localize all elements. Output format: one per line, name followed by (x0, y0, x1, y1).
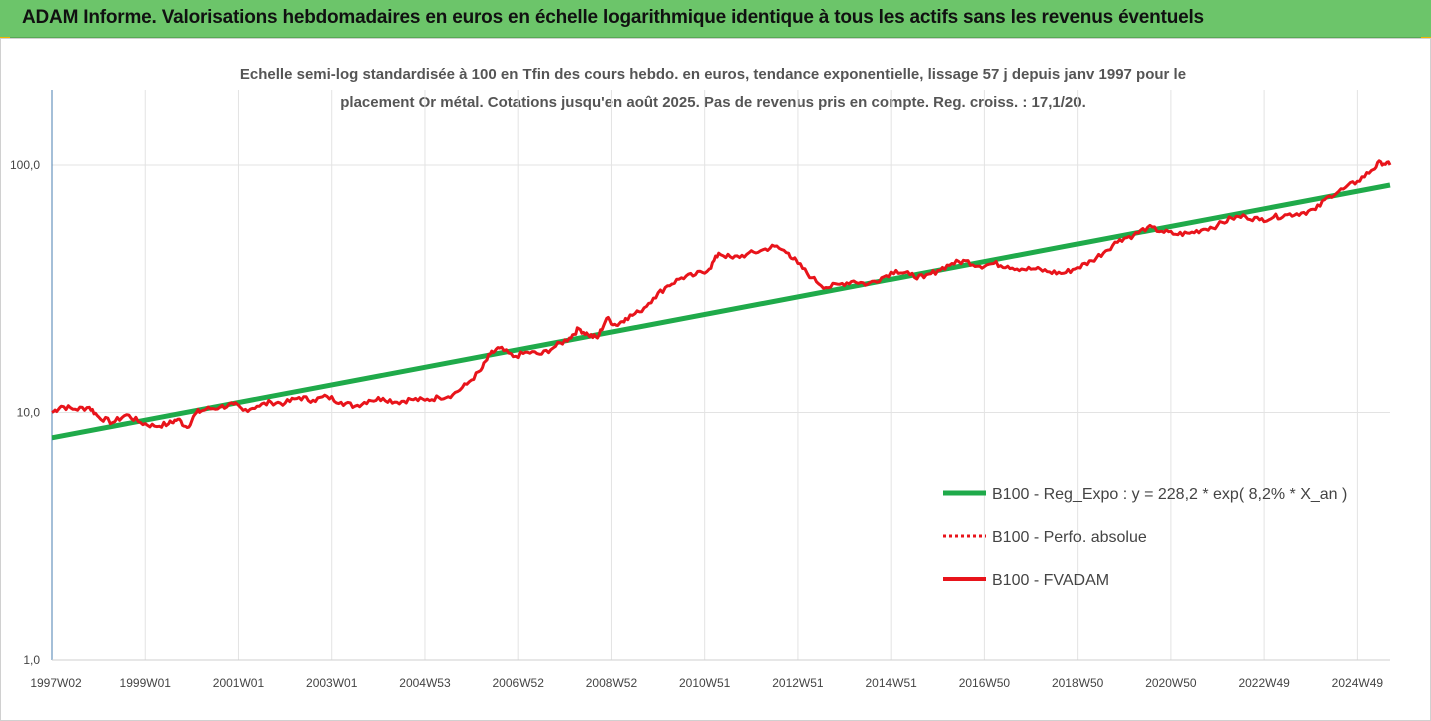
x-tick-label: 2012W51 (772, 676, 824, 690)
legend: B100 - Reg_Expo : y = 228,2 * exp( 8,2% … (943, 486, 1347, 589)
regression-line (51, 182, 1391, 441)
legend-entry-regression-label: B100 - Reg_Expo : y = 228,2 * exp( 8,2% … (992, 486, 1347, 503)
x-tick-label: 2016W50 (959, 676, 1011, 690)
title-bar: ADAM Informe. Valorisations hebdomadaire… (0, 0, 1431, 38)
legend-entry-perfo-absolue-label: B100 - Perfo. absolue (992, 529, 1147, 546)
chart-subtitle-line-1: Echelle semi-log standardisée à 100 en T… (240, 66, 1186, 83)
y-tick-label: 100,0 (10, 158, 40, 172)
x-tick-label: 2010W51 (679, 676, 731, 690)
chart-subtitle-line-2: placement Or métal. Cotations jusqu'en a… (340, 94, 1086, 111)
x-tick-label: 2014W51 (865, 676, 917, 690)
x-tick-label: 2004W53 (399, 676, 451, 690)
x-tick-label: 2006W52 (493, 676, 545, 690)
plot-area (51, 159, 1392, 441)
x-tick-label: 1999W01 (120, 676, 172, 690)
chart-frame (0, 38, 1431, 721)
x-tick-label: 2018W50 (1052, 676, 1104, 690)
legend-entry-fvadam-label: B100 - FVADAM (992, 572, 1109, 589)
axes (51, 90, 1390, 661)
page-title: ADAM Informe. Valorisations hebdomadaire… (22, 7, 1204, 28)
x-tick-label: 2022W49 (1238, 676, 1290, 690)
x-tick-label: 2001W01 (213, 676, 265, 690)
y-tick-label: 1,0 (23, 653, 40, 667)
fvadam-line (51, 159, 1392, 429)
tick-labels: 1997W02 1999W01 2001W01 2003W01 2004W53 2006W… (10, 158, 1383, 690)
x-tick-label: 2008W52 (586, 676, 638, 690)
x-tick-label: 1997W02 (30, 676, 82, 690)
x-tick-label: 2024W49 (1332, 676, 1384, 690)
y-tick-label: 10,0 (17, 406, 41, 420)
x-tick-label: 2003W01 (306, 676, 358, 690)
chart: Echelle semi-log standardisée à 100 en T… (0, 38, 1431, 721)
x-tick-label: 2020W50 (1145, 676, 1197, 690)
grid (52, 90, 1390, 661)
